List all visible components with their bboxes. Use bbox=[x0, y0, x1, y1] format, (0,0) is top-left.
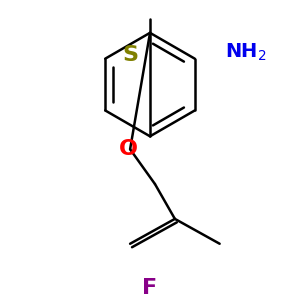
Text: O: O bbox=[118, 139, 138, 159]
Text: F: F bbox=[142, 278, 158, 298]
Text: S: S bbox=[122, 45, 138, 65]
Text: NH$_2$: NH$_2$ bbox=[225, 42, 266, 63]
